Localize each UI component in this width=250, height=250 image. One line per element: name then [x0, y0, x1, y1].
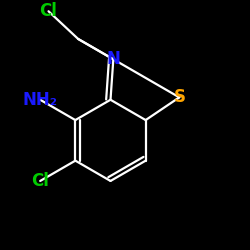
Text: NH₂: NH₂	[23, 91, 58, 109]
Text: N: N	[106, 50, 120, 68]
Text: S: S	[173, 88, 185, 106]
Text: Cl: Cl	[40, 2, 58, 20]
Text: Cl: Cl	[31, 172, 49, 190]
